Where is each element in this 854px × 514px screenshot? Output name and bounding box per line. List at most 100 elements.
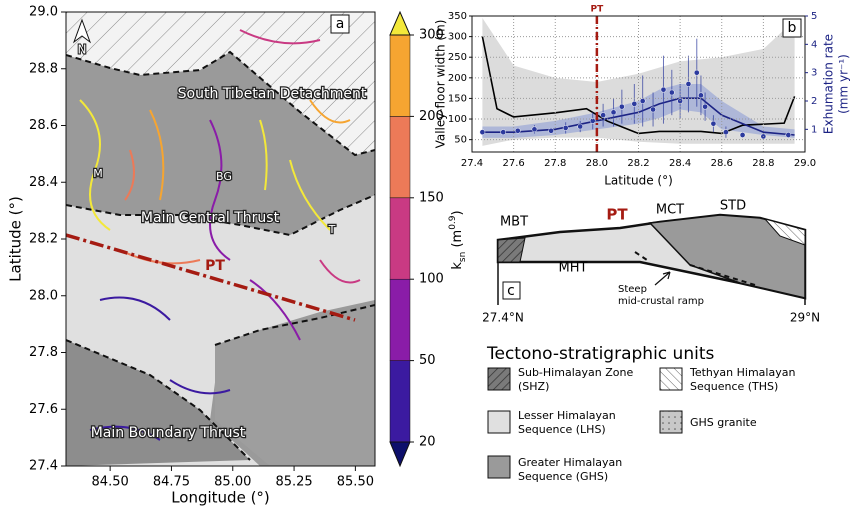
y-tick-label: 28.2 <box>29 232 58 247</box>
colorbar-segment <box>390 361 410 442</box>
data-point <box>601 113 606 118</box>
section-edge-label: 29°N <box>790 311 820 325</box>
data-point <box>532 127 537 132</box>
x-tick-label: 28.0 <box>586 158 608 169</box>
legend-label: GHS granite <box>690 416 757 429</box>
y-tick-label: 100 <box>448 114 467 125</box>
x-tick-label: 85.00 <box>214 475 251 490</box>
data-point <box>723 130 728 135</box>
data-point <box>480 130 485 135</box>
map-annotation: Main Central Thrust <box>141 210 280 226</box>
y2-tick-label: 5 <box>811 11 817 22</box>
ramp-label: Steep <box>618 284 647 295</box>
data-point <box>694 70 699 75</box>
x-tick-label: 28.8 <box>752 158 774 169</box>
colorbar-tick-label: 150 <box>419 190 444 205</box>
y-axis-label: Latitude (°) <box>7 196 25 282</box>
data-point <box>563 125 568 130</box>
legend-label: Tethyan Himalayan <box>689 366 795 379</box>
data-point <box>698 93 703 98</box>
map-panel: South Tibetan Detachment Main Central Th… <box>66 12 375 466</box>
legend-swatch <box>660 411 682 433</box>
cross-section: MBT PT MCT STD MHT Steep mid-crustal ram… <box>482 199 820 325</box>
pt-marker-label: PT <box>591 5 605 15</box>
data-point <box>548 128 553 133</box>
legend-label: Sequence (LHS) <box>518 423 606 436</box>
data-point <box>578 124 583 129</box>
colorbar-segment <box>390 35 410 116</box>
map-annotation: South Tibetan Detachment <box>178 86 367 102</box>
x-tick-label: 84.75 <box>153 475 190 490</box>
colorbar-extend-low <box>390 442 410 466</box>
figure: South Tibetan Detachment Main Central Th… <box>0 0 854 510</box>
x-tick-label: 29.0 <box>794 158 816 169</box>
y-tick-label: 27.6 <box>29 402 58 417</box>
y2-axis-label: (mm yr⁻¹) <box>837 54 851 114</box>
map-annotation: BG <box>216 170 232 183</box>
y-tick-label: 250 <box>448 52 467 63</box>
y-tick-label: 50 <box>454 135 467 146</box>
colorbar-label-part: (m <box>450 230 465 252</box>
data-point <box>703 104 708 109</box>
legend-label: Sequence (THS) <box>690 380 778 393</box>
y-tick-label: 29.0 <box>29 5 58 20</box>
y-tick-label: 300 <box>448 32 467 43</box>
legend: Tectono-stratigraphic units Sub-Himalaya… <box>486 344 795 483</box>
colorbar-extend-high <box>390 12 410 35</box>
section-label: MHT <box>559 261 588 276</box>
colorbar-label-part: ) <box>450 210 465 215</box>
data-point <box>640 98 645 103</box>
x-tick-label: 84.50 <box>92 475 129 490</box>
legend-label: Lesser Himalayan <box>518 409 616 422</box>
colorbar-segment <box>390 198 410 279</box>
legend-swatch <box>488 456 510 478</box>
y-tick-label: 350 <box>448 11 467 22</box>
y-tick-label: 27.4 <box>29 459 58 474</box>
y-tick-label: 28.4 <box>29 175 58 190</box>
section-label: PT <box>606 206 628 224</box>
y2-tick-label: 4 <box>811 39 817 50</box>
map-annotation: PT <box>205 258 225 274</box>
section-label: MBT <box>500 215 528 230</box>
north-label: N <box>78 43 87 57</box>
y-tick-label: 28.0 <box>29 288 58 303</box>
data-point <box>740 132 745 137</box>
y-tick-label: 200 <box>448 73 467 84</box>
y2-axis-label: Exhumation rate <box>822 34 836 134</box>
x-tick-label: 27.8 <box>544 158 566 169</box>
legend-swatch <box>660 368 682 390</box>
colorbar-tick-label: 100 <box>419 272 444 287</box>
data-point <box>515 128 520 133</box>
x-tick-label: 27.4 <box>461 158 483 169</box>
data-point <box>686 81 691 86</box>
colorbar-tick-label: 20 <box>419 435 436 450</box>
x-tick-label: 27.6 <box>502 158 524 169</box>
legend-label: (SHZ) <box>518 380 549 393</box>
panel-label: b <box>788 20 797 36</box>
data-point <box>619 104 624 109</box>
map-annotation: M <box>93 167 103 180</box>
data-point <box>711 121 716 126</box>
colorbar-tick-label: 50 <box>419 353 436 368</box>
colorbar-label-part: 0.9 <box>448 215 458 230</box>
y2-tick-label: 1 <box>811 124 817 135</box>
data-point <box>611 110 616 115</box>
data-point <box>661 87 666 92</box>
section-label: MCT <box>656 203 684 218</box>
x-axis-label: Longitude (°) <box>171 489 270 507</box>
section-label: STD <box>720 199 746 214</box>
map-annotation: Main Boundary Thrust <box>91 425 246 441</box>
y-tick-label: 27.8 <box>29 345 58 360</box>
data-point <box>650 107 655 112</box>
colorbar-segment <box>390 116 410 197</box>
legend-title: Tectono-stratigraphic units <box>486 344 714 364</box>
y-tick-label: 28.8 <box>29 61 58 76</box>
legend-label: Greater Himalayan <box>518 456 622 469</box>
panel-label: c <box>507 283 515 299</box>
shz-wedge <box>498 238 525 262</box>
x-tick-label: 28.2 <box>627 158 649 169</box>
legend-swatch <box>488 411 510 433</box>
ramp-label: mid-crustal ramp <box>618 296 704 307</box>
legend-label: Sub-Himalayan Zone <box>518 366 633 379</box>
colorbar-label-part: sn <box>458 252 468 262</box>
